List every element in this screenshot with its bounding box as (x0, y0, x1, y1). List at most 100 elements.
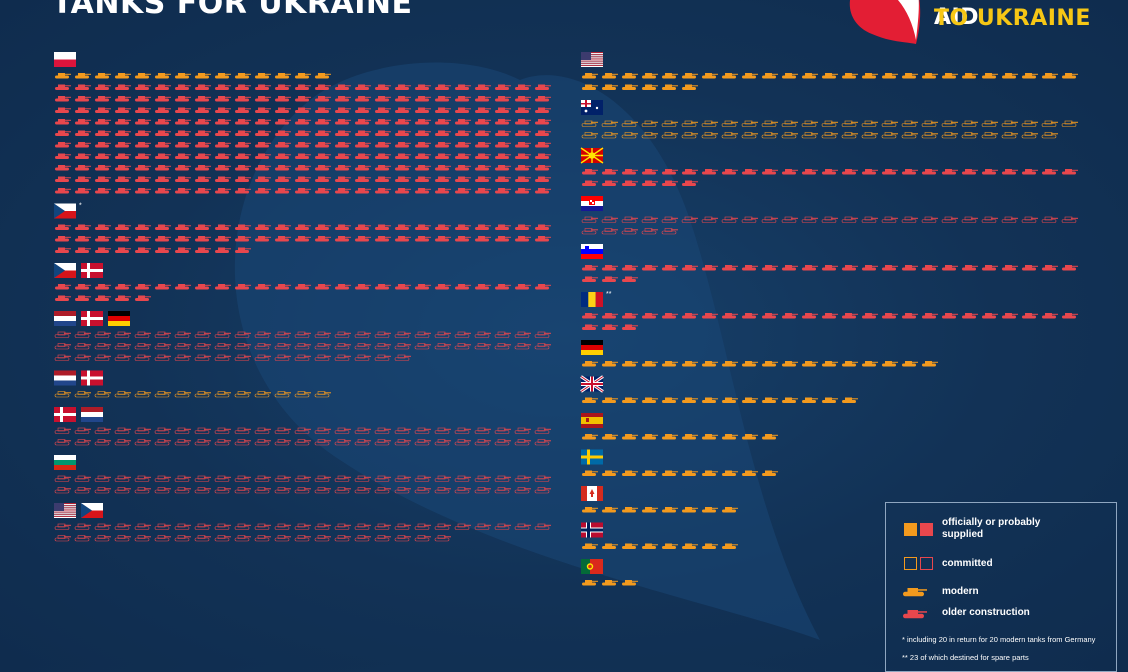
modern-tank-icon (621, 132, 638, 139)
older-tank-icon (94, 354, 111, 361)
older-tank-icon (55, 130, 71, 136)
older-tank-icon (535, 188, 551, 194)
modern-tank-icon (762, 361, 778, 367)
modern-tank-icon (295, 73, 311, 79)
older-tank-icon (75, 153, 91, 159)
older-tank-icon (862, 313, 878, 319)
older-tank-icon (495, 142, 511, 148)
older-tank-icon (495, 188, 511, 194)
older-tank-icon (662, 169, 678, 175)
older-tank-icon (702, 265, 718, 271)
older-tank-icon (135, 142, 151, 148)
modern-tank-icon (602, 361, 618, 367)
older-tank-icon (275, 96, 291, 102)
older-tank-icon (315, 84, 331, 90)
older-tank-icon (435, 142, 451, 148)
older-tank-icon (602, 180, 618, 186)
older-tank-icon (175, 176, 191, 182)
older-tank-icon (415, 224, 431, 230)
older-tank-icon (95, 224, 111, 230)
older-tank-icon (495, 153, 511, 159)
modern-tank-icon (661, 132, 678, 139)
older-tank-icon (394, 427, 411, 434)
older-tank-icon (641, 216, 658, 223)
older-tank-icon (95, 295, 111, 301)
older-tank-icon (155, 153, 171, 159)
older-tank-icon (95, 107, 111, 113)
flag-portugal (581, 559, 603, 574)
older-tank-icon (582, 276, 598, 282)
older-supplied-swatch (920, 523, 933, 536)
modern-tank-icon (662, 397, 678, 403)
older-tank-icon (194, 343, 211, 350)
older-tank-icon (394, 487, 411, 494)
older-tank-icon (274, 535, 291, 542)
older-tank-icon (55, 224, 71, 230)
older-tank-icon (535, 119, 551, 125)
legend: officially or probably supplied committe… (885, 502, 1117, 672)
older-tank-icon (194, 487, 211, 494)
older-tank-icon (295, 153, 311, 159)
older-tank-icon (295, 142, 311, 148)
modern-tank-icon (74, 391, 91, 398)
older-tank-icon (374, 523, 391, 530)
older-tank-icon (701, 216, 718, 223)
modern-tank-icon (602, 84, 618, 90)
older-tank-icon (414, 487, 431, 494)
older-tank-icon (255, 188, 271, 194)
older-tank-icon (622, 324, 638, 330)
older-tank-icon (454, 439, 471, 446)
older-tank-icon (94, 331, 111, 338)
older-tank-icon (434, 523, 451, 530)
older-tank-icon (215, 119, 231, 125)
flag-denmark (54, 407, 76, 422)
modern-tank-icon (962, 73, 978, 79)
modern-tank-icon (662, 470, 678, 476)
older-tank-icon (315, 188, 331, 194)
older-tank-icon (475, 284, 491, 290)
modern-tank-icon (602, 397, 618, 403)
older-tank-icon (475, 96, 491, 102)
modern-tank-icon (741, 132, 758, 139)
older-tank-icon (682, 169, 698, 175)
older-tank-icon (454, 331, 471, 338)
older-tank-icon (662, 265, 678, 271)
older-tank-icon (395, 107, 411, 113)
older-tank-icon (235, 247, 251, 253)
older-tank-icon (75, 247, 91, 253)
older-tank-icon (214, 439, 231, 446)
older-tank-icon (215, 188, 231, 194)
older-tank-icon (294, 331, 311, 338)
older-tank-icon (175, 236, 191, 242)
older-tank-icon (581, 216, 598, 223)
older-tank-icon (54, 535, 71, 542)
modern-tank-icon (601, 120, 618, 127)
modern-tank-icon (314, 391, 331, 398)
older-tank-icon (802, 265, 818, 271)
older-tank-icon (275, 284, 291, 290)
modern-tank-icon (682, 470, 698, 476)
older-tank-icon (822, 313, 838, 319)
older-tank-icon (215, 96, 231, 102)
country-group (54, 370, 331, 398)
flag-australia (581, 100, 603, 115)
older-tank-icon (375, 130, 391, 136)
modern-tank-icon (722, 361, 738, 367)
flag-usa (581, 52, 603, 67)
modern-tank-icon (762, 73, 778, 79)
older-tank-icon (75, 236, 91, 242)
older-tank-icon (414, 535, 431, 542)
older-tank-icon (55, 284, 71, 290)
older-tank-icon (315, 107, 331, 113)
modern-tank-icon (582, 543, 598, 549)
older-tank-icon (95, 284, 111, 290)
older-tank-icon (114, 343, 131, 350)
older-tank-icon (355, 176, 371, 182)
older-tank-icon (454, 487, 471, 494)
older-tank-icon (515, 107, 531, 113)
modern-tank-icon (782, 361, 798, 367)
older-tank-icon (335, 119, 351, 125)
older-tank-icon (455, 188, 471, 194)
modern-tank-icon (622, 84, 638, 90)
older-tank-icon (802, 313, 818, 319)
